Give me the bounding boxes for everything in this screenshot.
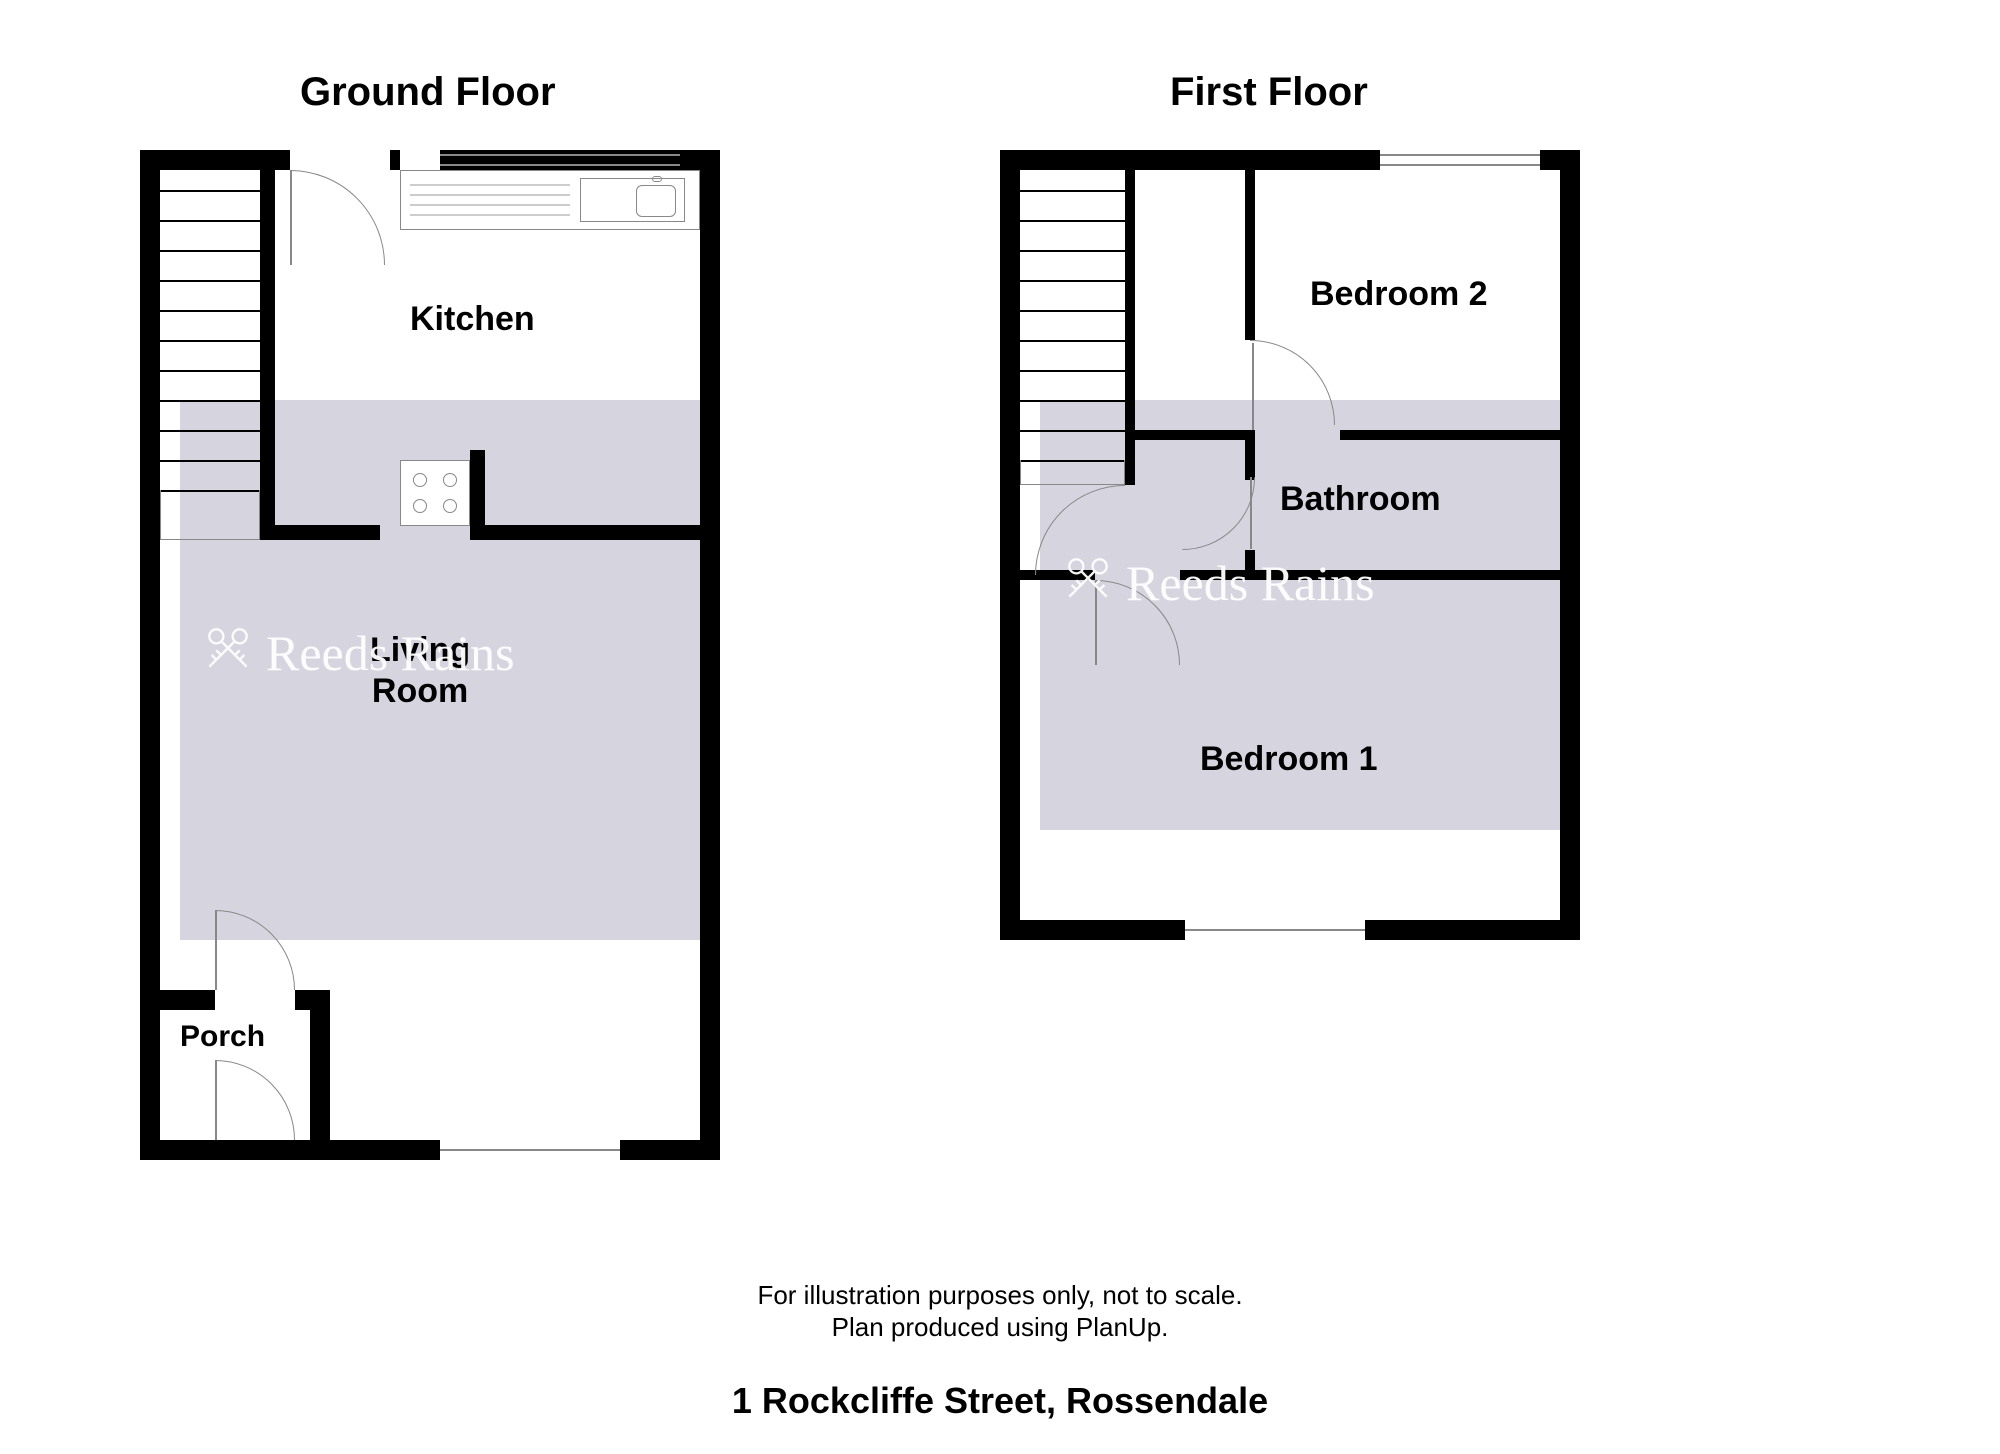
ground-floor-title: Ground Floor — [300, 70, 556, 115]
wall-bottom-mid — [325, 1140, 440, 1160]
hob-icon — [400, 460, 470, 526]
stairs-first — [1020, 430, 1125, 432]
ff-wall-top-left — [1000, 150, 1380, 170]
bath-door-leaf — [1250, 477, 1252, 549]
kitchen-partition-vert — [470, 450, 485, 540]
bedroom1-label: Bedroom 1 — [1200, 740, 1378, 779]
stairs-ground — [160, 340, 260, 342]
ff-bottom-window — [1185, 929, 1365, 931]
stairs-first — [1020, 310, 1125, 312]
bathroom-label: Bathroom — [1280, 480, 1441, 519]
drain-line — [410, 214, 570, 216]
kitchen-div-right — [470, 525, 700, 540]
stairs-ground — [160, 250, 260, 252]
wall-bottom-right — [620, 1140, 720, 1160]
footer-line1: For illustration purposes only, not to s… — [0, 1280, 2000, 1311]
porch-label: Porch — [180, 1020, 265, 1054]
stairs-ground — [160, 430, 260, 432]
ff-wall-right — [1560, 150, 1580, 940]
ground-floor-plan: Kitchen Living Room Porch Reeds Rains — [140, 150, 720, 1160]
stairs-first — [1020, 340, 1125, 342]
kitchen-sink-icon — [580, 178, 685, 222]
bedroom2-label: Bedroom 2 — [1310, 275, 1488, 314]
stairs-first — [1020, 280, 1125, 282]
ff-wall-bottom-right — [1365, 920, 1580, 940]
ff-top-window2 — [1380, 164, 1540, 166]
porch-right-wall — [310, 990, 330, 1160]
back-door-leaf — [290, 170, 292, 265]
stairs-first-base — [1020, 460, 1125, 485]
stairs-first — [1020, 370, 1125, 372]
property-address: 1 Rockcliffe Street, Rossendale — [0, 1380, 2000, 1422]
watermark-ground: Reeds Rains — [200, 620, 515, 686]
kitchen-stair-wall — [260, 150, 275, 540]
kitchen-div-top — [260, 525, 380, 540]
bath-top-wall — [1245, 430, 1255, 480]
ground-bottom-window — [440, 1149, 620, 1151]
stairs-first — [1020, 190, 1125, 192]
stair-base — [160, 490, 260, 540]
stairs-ground — [160, 220, 260, 222]
ground-top-window2 — [440, 164, 680, 166]
ff-wall-left — [1000, 150, 1020, 940]
stairs-first — [1020, 220, 1125, 222]
stairs-ground — [160, 310, 260, 312]
drain-line — [410, 184, 570, 186]
wall-bottom-left — [140, 1140, 325, 1160]
stairs-ground — [160, 400, 260, 402]
keys-icon — [1060, 550, 1116, 616]
drain-line — [410, 194, 570, 196]
footer-line2: Plan produced using PlanUp. — [0, 1312, 2000, 1343]
stairs-ground — [160, 280, 260, 282]
first-floor-title: First Floor — [1170, 70, 1368, 115]
watermark-text: Reeds Rains — [266, 624, 515, 682]
stairs-first — [1020, 250, 1125, 252]
stairs-first — [1020, 400, 1125, 402]
bed2-bottom-wall-r — [1340, 430, 1565, 440]
watermark-first: Reeds Rains — [1060, 550, 1375, 616]
porch-top-wall — [155, 990, 215, 1010]
bed2-bottom-wall-l — [1125, 430, 1255, 440]
front-door-leaf — [215, 1060, 217, 1140]
bed2-left-wall — [1245, 165, 1255, 340]
porch-door-leaf-1 — [215, 910, 217, 990]
porch-top-right-wall — [295, 990, 330, 1010]
ff-top-window1 — [1380, 154, 1540, 156]
bed2-door-leaf — [1252, 343, 1254, 431]
stairs-ground — [160, 190, 260, 192]
ground-top-gap — [400, 150, 440, 170]
ff-wall-bottom-left — [1000, 920, 1185, 940]
stairs-ground — [160, 370, 260, 372]
watermark-text: Reeds Rains — [1126, 554, 1375, 612]
drain-line — [410, 204, 570, 206]
ground-top-window1 — [440, 154, 680, 156]
keys-icon — [200, 620, 256, 686]
first-floor-plan: Bedroom 2 Bathroom Bedroom 1 Reeds Rains — [1000, 150, 1580, 940]
wall-right — [700, 150, 720, 1160]
stairs-ground — [160, 460, 260, 462]
kitchen-label: Kitchen — [410, 300, 535, 339]
